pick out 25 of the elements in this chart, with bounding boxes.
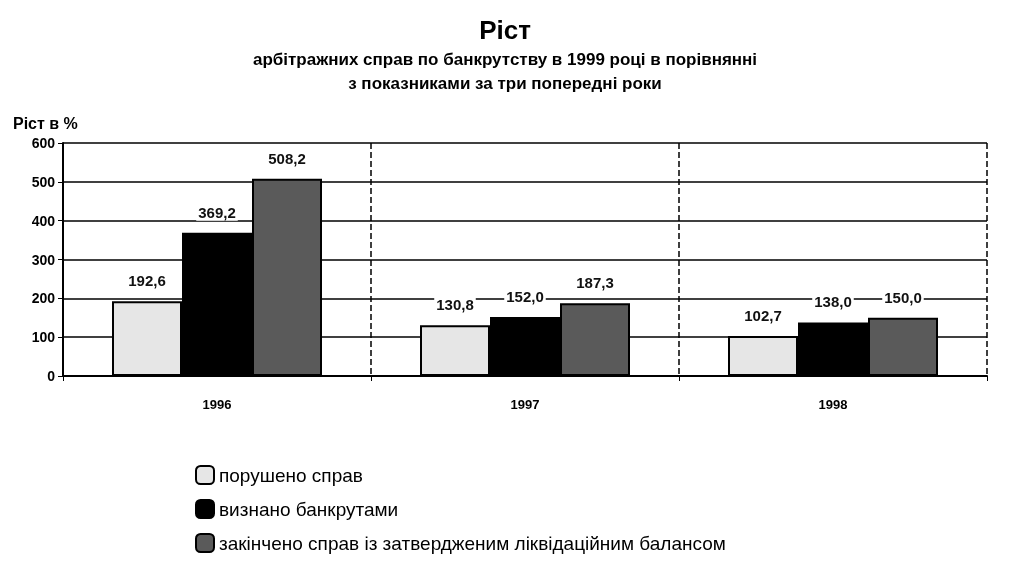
data-label: 152,0	[506, 287, 544, 305]
x-tick-label: 1998	[818, 397, 848, 412]
data-label: 508,2	[268, 149, 306, 167]
y-tick-label: 300	[31, 251, 56, 268]
data-label: 130,8	[436, 296, 474, 314]
legend-label: закінчено справ із затвердженим ліквідаційним балансом	[219, 532, 726, 554]
y-tick-label: 500	[31, 173, 56, 190]
legend-label: порушено справ	[219, 464, 363, 486]
data-label: 192,6	[128, 272, 166, 290]
chart-subtitle: арбітражних справ по банкрутству в 1999 році в порівнянні з показниками за три попередні роки	[252, 49, 758, 93]
y-tick-label: 100	[31, 329, 56, 346]
x-tick-label: 1997	[510, 397, 540, 412]
data-label: 150,0	[884, 288, 922, 306]
y-tick-label: 0	[47, 368, 56, 384]
y-axis-title: Ріст в %	[13, 114, 78, 132]
data-label: 102,7	[744, 307, 782, 325]
y-tick-label: 600	[31, 135, 56, 151]
data-label: 187,3	[576, 274, 614, 292]
y-tick-label: 200	[31, 290, 56, 307]
legend-label: визнано банкрутами	[219, 498, 399, 520]
x-tick-label: 1996	[202, 397, 232, 412]
data-label: 369,2	[198, 203, 236, 221]
chart-title: Ріст	[479, 15, 532, 45]
y-tick-label: 400	[31, 212, 56, 229]
data-label: 138,0	[814, 293, 852, 311]
